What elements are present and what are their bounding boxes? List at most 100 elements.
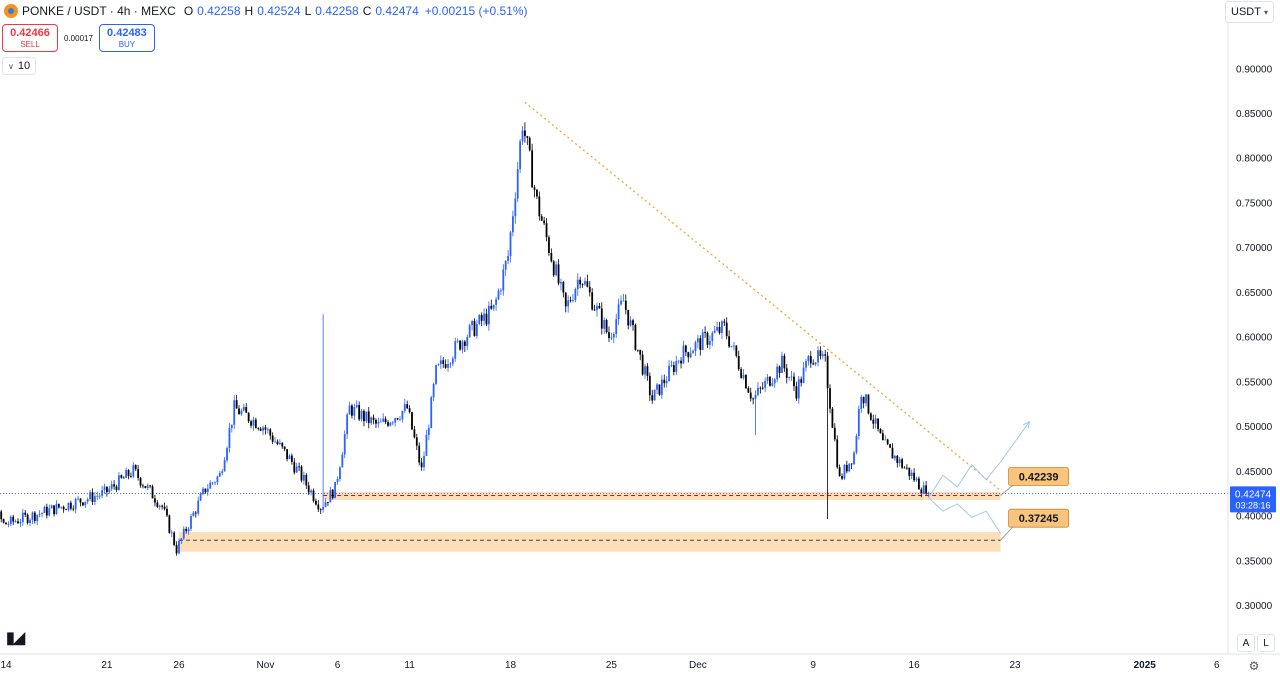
candle [865, 393, 867, 407]
candle-body [785, 368, 788, 378]
candle [526, 135, 529, 146]
candle-body [230, 424, 233, 428]
candle [401, 410, 404, 423]
candle-body [89, 492, 91, 500]
candle-body [358, 405, 361, 420]
candle [329, 486, 332, 503]
candle [581, 283, 584, 288]
candle-body [574, 289, 577, 301]
candle [370, 416, 373, 425]
candle-body [276, 441, 279, 445]
candle [21, 508, 24, 526]
candle-body [363, 410, 365, 422]
candle-body [927, 493, 930, 495]
candle-body [817, 350, 819, 363]
candle [163, 502, 166, 511]
symbol-header: PONKE / USDT · 4h · MEXC O 0.42258 H 0.425… [4, 3, 528, 19]
candle [403, 398, 406, 414]
candle [317, 500, 320, 513]
candle [598, 303, 601, 309]
buy-button[interactable]: 0.42483 BUY [98, 24, 155, 52]
candle [555, 261, 558, 277]
candle [814, 361, 817, 367]
candle-body [341, 454, 344, 468]
candle [9, 515, 12, 526]
candle [603, 317, 606, 334]
candle-body [694, 342, 697, 351]
candle [288, 454, 291, 460]
candle [918, 476, 920, 490]
candle [413, 425, 416, 439]
candle-body [77, 498, 79, 500]
candle [115, 484, 118, 493]
candle [353, 403, 356, 420]
candle [199, 492, 202, 502]
candle [596, 302, 598, 317]
candle [463, 340, 466, 353]
candle [134, 464, 137, 471]
candle-body [475, 323, 478, 336]
candle-body [26, 514, 29, 523]
candle-body [399, 419, 401, 421]
candle-body [170, 532, 173, 534]
candle [5, 522, 7, 525]
candle [43, 505, 46, 514]
candle [781, 351, 783, 373]
candle [898, 457, 901, 467]
candle-body [708, 341, 711, 345]
trendline[interactable] [524, 101, 1001, 492]
currency-select[interactable]: USDT ▾ [1225, 1, 1274, 23]
candle-body [377, 422, 380, 424]
candle [915, 476, 918, 482]
candle-body [663, 379, 666, 384]
candle [259, 426, 262, 432]
candle [646, 363, 649, 381]
candle [853, 450, 855, 466]
candle [660, 375, 663, 399]
candle [795, 381, 798, 401]
candle [55, 500, 58, 515]
candle [459, 339, 461, 351]
candle [158, 504, 161, 511]
candle [742, 369, 745, 380]
candle-body [891, 447, 894, 459]
tradingview-logo[interactable]: ▮◢ [6, 630, 25, 647]
symbol-title[interactable]: PONKE / USDT · 4h · MEXC [22, 4, 176, 18]
time-tick-label: Nov [257, 660, 275, 671]
candle [569, 296, 572, 303]
candle-body [752, 398, 755, 400]
candle-body [254, 419, 257, 429]
candle-body [29, 519, 31, 523]
candle-body [833, 427, 836, 440]
candle [132, 462, 135, 479]
candle-body [581, 284, 584, 286]
buy-label: BUY [118, 39, 136, 49]
descending-trendline[interactable] [524, 101, 1001, 492]
support-zone [178, 532, 1001, 552]
bearish-projection-path [928, 497, 1002, 534]
sell-button[interactable]: 0.42466 SELL [2, 24, 58, 52]
candle [475, 319, 478, 339]
time-tick-label: 6 [335, 660, 341, 671]
volume-toggle[interactable]: ∨ 10 [2, 57, 37, 75]
candle-body [146, 485, 149, 489]
candle-body [139, 477, 142, 486]
candle-body [672, 365, 675, 372]
candle-body [629, 320, 632, 326]
candle-body [382, 418, 385, 422]
candle [891, 443, 894, 459]
gear-icon[interactable]: ⚙ [1248, 659, 1260, 673]
log-scale-button[interactable]: L [1257, 634, 1275, 652]
candle [531, 143, 534, 188]
candle-body [55, 503, 58, 515]
candle [507, 250, 509, 265]
candle [360, 409, 363, 422]
candle [920, 487, 923, 498]
candle [298, 462, 300, 471]
candle-body [771, 383, 774, 386]
candle-body [670, 365, 673, 366]
price-tick-label: 0.85000 [1236, 109, 1273, 120]
candle-body [182, 528, 185, 539]
auto-scale-button[interactable]: A [1237, 634, 1255, 652]
